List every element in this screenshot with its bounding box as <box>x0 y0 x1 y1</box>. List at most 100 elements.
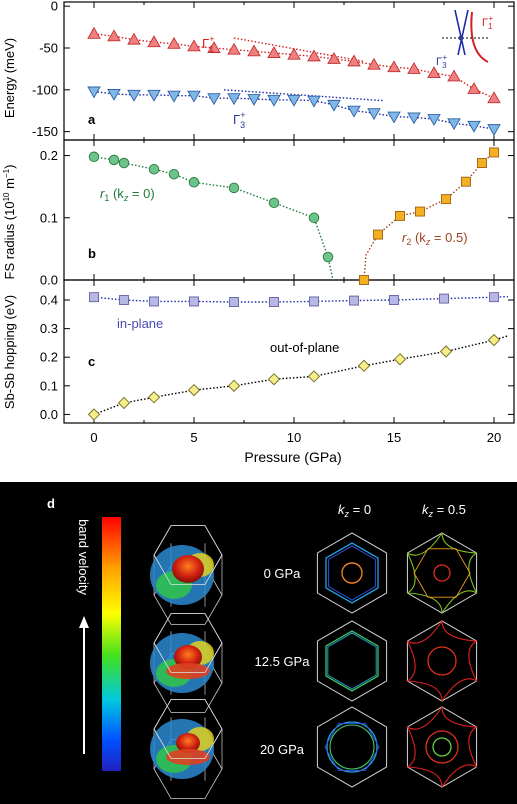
data-point <box>467 82 481 94</box>
panel-d-fermi-surfaces: d band velocity kz = 0 kz = 0.5 0 GPa 12… <box>0 482 517 804</box>
data-point <box>357 359 371 372</box>
data-point <box>489 292 499 303</box>
data-point <box>147 89 161 102</box>
pressure-label-0: 0 GPa <box>264 566 302 581</box>
velocity-colorbar <box>102 517 121 771</box>
y-tick-label: -100 <box>32 82 58 97</box>
data-point <box>107 29 121 42</box>
data-point <box>168 168 180 180</box>
data-point <box>461 176 471 187</box>
colorbar-label: band velocity <box>76 519 91 595</box>
data-point <box>308 212 320 224</box>
data-point <box>287 94 301 107</box>
data-point <box>187 383 201 397</box>
data-point <box>439 345 453 358</box>
data-point <box>322 251 334 263</box>
data-point <box>147 35 161 48</box>
data-point <box>487 333 501 347</box>
panel-b-label: b <box>88 246 96 261</box>
col-header-kz05: kz = 0.5 <box>422 502 466 519</box>
y-tick-label: 0.2 <box>40 148 58 163</box>
gamma3-tangent <box>223 89 385 102</box>
y-tick-label: 0 <box>51 0 58 14</box>
r1-label: r1 (kz = 0) <box>100 186 155 203</box>
data-point <box>108 154 120 166</box>
data-point <box>359 275 369 285</box>
data-point <box>267 46 281 58</box>
data-point <box>441 194 451 205</box>
y-tick-label: -150 <box>32 124 58 139</box>
gamma1-label: Γ1+ <box>202 34 214 54</box>
data-point <box>267 94 281 107</box>
data-point <box>439 293 449 304</box>
data-point <box>88 151 100 163</box>
data-point <box>167 90 181 103</box>
data-point <box>87 408 101 421</box>
fermi-surface-slice <box>316 706 388 788</box>
panel-frame <box>63 1 515 141</box>
fermi-surface-slice <box>316 532 388 614</box>
data-point <box>487 91 501 104</box>
data-point <box>118 157 130 169</box>
panel-frame <box>63 139 515 281</box>
axes-frames <box>63 1 515 424</box>
data-point <box>89 292 99 303</box>
data-point <box>189 296 199 307</box>
x-tick-label: 15 <box>387 430 401 445</box>
data-point <box>393 353 407 366</box>
pressure-label-12: 12.5 GPa <box>255 654 311 669</box>
data-point <box>87 26 101 39</box>
data-point <box>119 295 129 305</box>
outofplane-label: out-of-plane <box>270 340 339 355</box>
data-point <box>347 54 361 67</box>
fermi-surface-3d <box>150 699 223 799</box>
data-point <box>229 297 239 307</box>
data-point <box>327 51 341 64</box>
band-crossing-inset <box>442 9 490 63</box>
data-point <box>207 41 221 53</box>
gamma1-tangent <box>233 37 365 63</box>
y-tick-label: 0.0 <box>40 273 58 288</box>
data-point <box>247 44 261 57</box>
y-tick-label: 0.2 <box>40 350 58 365</box>
inplane-fit <box>93 295 509 303</box>
data-markers <box>87 26 501 421</box>
data-point <box>347 105 361 118</box>
data-point <box>227 379 241 392</box>
data-point <box>188 177 200 188</box>
data-point <box>309 296 319 307</box>
data-point <box>427 114 441 126</box>
data-point <box>267 373 281 386</box>
inplane-label: in-plane <box>117 316 163 331</box>
data-point <box>307 49 321 62</box>
data-point <box>307 95 321 108</box>
data-point <box>228 182 240 194</box>
pressure-label-20: 20 GPa <box>260 742 305 757</box>
x-tick-label: 0 <box>90 430 97 445</box>
data-point <box>207 93 221 106</box>
y-tick-label: 0.4 <box>40 293 58 308</box>
axes-ticks: 0 -50 -100 -150 0.0 0.1 0.2 0.0 0.1 0.2 0.3 0.4 0 5 10… <box>32 0 514 445</box>
y-tick-label: -50 <box>39 41 58 56</box>
data-point <box>287 47 301 60</box>
data-point <box>467 120 481 133</box>
y-tick-label: 0.0 <box>40 407 58 422</box>
figure-panels-abc: 0 -50 -100 -150 0.0 0.1 0.2 0.0 0.1 0.2 0.3 0.4 0 5 10… <box>2 0 515 465</box>
data-point <box>147 391 161 404</box>
data-point <box>187 39 201 52</box>
data-point <box>349 295 359 306</box>
fermi-surface-slice <box>406 532 478 614</box>
panel-frame <box>63 279 515 424</box>
y-tick-label: 0.3 <box>40 321 58 336</box>
ylabel-b: FS radius (1010 m−1) <box>2 165 17 280</box>
data-point <box>367 57 381 70</box>
inset-gamma1-label: Γ1+ <box>482 14 494 31</box>
data-point <box>407 62 421 74</box>
data-point <box>127 89 141 102</box>
data-point <box>268 197 280 209</box>
r2-label: r2 (kz = 0.5) <box>402 230 468 247</box>
data-point <box>395 210 405 221</box>
r2-fit <box>363 151 495 281</box>
fermi-surface-3d <box>150 525 223 625</box>
data-point <box>387 60 401 73</box>
